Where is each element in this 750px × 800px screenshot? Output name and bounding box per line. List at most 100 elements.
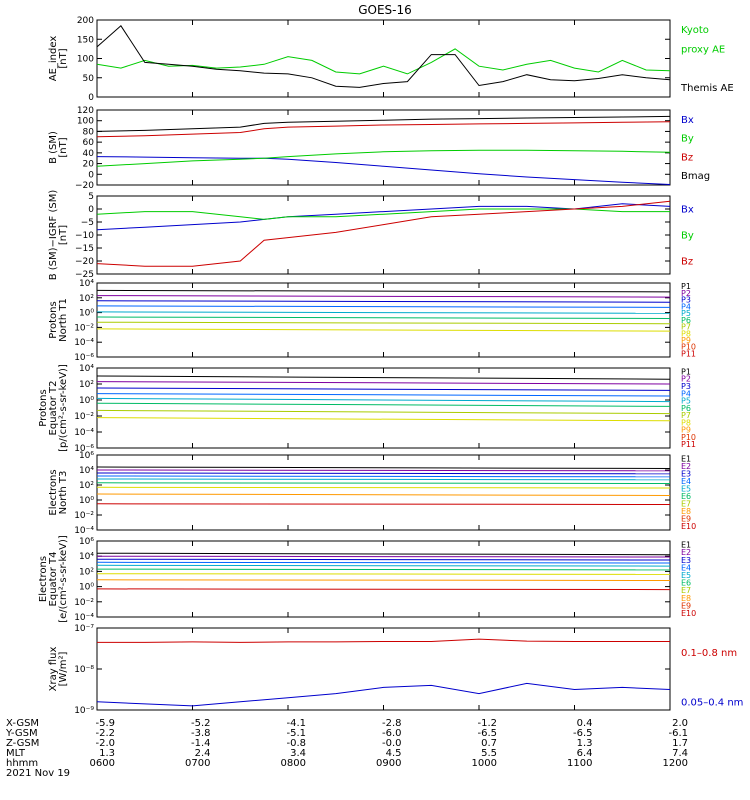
series-line <box>96 478 671 481</box>
panel-frame <box>96 540 671 618</box>
y-tick-label: 150 <box>77 35 94 45</box>
series-line <box>96 289 671 293</box>
legend-entry: E8 <box>681 507 691 516</box>
y-tick-label: 0 <box>88 205 94 215</box>
series-line <box>96 208 670 220</box>
y-tick-label: 0 <box>88 93 94 103</box>
series-line <box>96 295 671 298</box>
legend-entry: P4 <box>681 302 691 311</box>
axis-row-value: 0900 <box>376 758 401 769</box>
axis-row-value: 1100 <box>567 758 592 769</box>
axis-row-value: 1.7 <box>672 738 688 749</box>
y-tick-label: 10⁴ <box>79 466 94 476</box>
y-tick-label: −25 <box>75 270 94 280</box>
series-line <box>96 25 671 88</box>
axis-row-label: MLT <box>6 748 26 759</box>
legend-entry: Kyoto <box>681 25 709 36</box>
axis-row-value: -5.1 <box>286 728 306 739</box>
panel-4: 10⁻⁶ 10⁻⁴ 10⁻² 10⁰ 10² 10⁴ Protons North T1 P1P2… <box>48 279 696 363</box>
legend-entry: E10 <box>681 522 696 531</box>
plot-date: 2021 Nov 19 <box>6 768 70 779</box>
axis-row-value: 3.4 <box>290 748 306 759</box>
series-line <box>96 311 671 314</box>
series-line <box>96 397 671 403</box>
axis-row-value: 1.3 <box>577 738 593 749</box>
y-axis-label: [nT] <box>58 137 69 157</box>
axis-row-value: 7.4 <box>672 748 688 759</box>
legend-entry: P5 <box>681 397 691 406</box>
legend-entry: Bx <box>681 115 694 126</box>
panel-5: 10⁻⁶ 10⁻⁴ 10⁻² 10⁰ 10² 10⁴ Protons Equator T2 [p… <box>38 364 696 454</box>
legend-entry: E6 <box>681 579 691 588</box>
y-axis-label: North T3 <box>58 471 69 515</box>
y-tick-label: −20 <box>75 257 94 267</box>
y-tick-label: 10² <box>79 567 94 577</box>
axis-row-value: -6.1 <box>668 728 688 739</box>
y-tick-label: −10 <box>75 231 94 241</box>
y-axis-label: B (SM)−IGRF (SM) <box>48 190 59 281</box>
series-line <box>96 48 671 75</box>
y-axis-label: Protons <box>48 301 59 338</box>
y-tick-label: −15 <box>75 244 94 254</box>
axis-row-value: 0800 <box>281 758 306 769</box>
y-tick-label: 10⁻⁴ <box>74 428 94 438</box>
legend-entry: proxy AE <box>681 44 725 55</box>
legend-entry: E1 <box>681 455 691 464</box>
legend-entry: E3 <box>681 556 691 565</box>
legend-entry: E8 <box>681 594 691 603</box>
y-tick-label: 10⁰ <box>79 583 94 593</box>
legend-entry: E9 <box>681 515 691 524</box>
legend-entry: P9 <box>681 426 691 435</box>
y-tick-label: 10⁰ <box>79 396 94 406</box>
panel-8: 10⁻⁹ 10⁻⁸ 10⁻⁷ Xray flux [W/m²] 0.1–0.8 nm 0.0… <box>48 624 743 716</box>
y-tick-label: 10⁻⁴ <box>74 338 94 348</box>
series-line <box>96 579 671 581</box>
series-line <box>96 305 671 308</box>
y-tick-label: 60 <box>83 138 95 148</box>
series-line <box>96 328 671 332</box>
orbit-axis-table: X-GSM -5.9 -5.2 -4.1 -2.8 -1.2 0.4 2.0 Y-GSM -2.2… <box>5 718 688 779</box>
axis-row-value: 2.4 <box>195 748 211 759</box>
y-axis-label: North T1 <box>58 298 69 342</box>
y-tick-label: 10⁻⁹ <box>74 706 94 716</box>
panel-frame <box>96 282 671 358</box>
axis-row-value: -1.2 <box>477 718 497 729</box>
y-tick-label: 10⁻² <box>74 412 94 422</box>
axis-row-value: 6.4 <box>577 748 593 759</box>
y-tick-label: 5 <box>88 192 94 202</box>
legend-entry: E10 <box>681 609 696 618</box>
legend-entry: E2 <box>681 462 691 471</box>
axis-row-label: hhmm <box>6 758 38 769</box>
y-axis-label: [e/(cm²-s-sr-keV)] <box>58 535 69 623</box>
axis-row-label: Z-GSM <box>6 738 39 749</box>
legend-entry: By <box>681 134 694 145</box>
legend-entry: E1 <box>681 541 691 550</box>
panel-1: 0 50 100 150 200 AE_index [nT] Kyoto proxy AE The… <box>48 16 734 103</box>
y-tick-label: −20 <box>75 181 94 191</box>
axis-row-value: 0.7 <box>481 738 497 749</box>
y-axis-label: Equator T2 <box>48 381 59 436</box>
axis-row-value: -2.8 <box>382 718 402 729</box>
y-tick-label: 200 <box>77 16 94 26</box>
y-tick-label: 40 <box>83 149 95 159</box>
y-tick-label: 10⁰ <box>79 496 94 506</box>
legend-entry: P2 <box>681 289 691 298</box>
legend-entry: E4 <box>681 563 691 572</box>
y-tick-label: 10² <box>79 481 94 491</box>
series-line <box>96 393 671 397</box>
panel-7: 10⁻⁴ 10⁻² 10⁰ 10² 10⁴ 10⁶ Electrons Equator T4[… <box>38 535 696 623</box>
legend-entry: P9 <box>681 336 691 345</box>
y-axis-label: Xray flux <box>48 647 59 692</box>
legend-entry: E6 <box>681 492 691 501</box>
legend-entry: E4 <box>681 477 691 486</box>
y-tick-label: −5 <box>81 218 94 228</box>
legend-entry: P7 <box>681 323 691 332</box>
legend-entry: P11 <box>681 440 696 449</box>
y-tick-label: 100 <box>77 55 94 65</box>
series-line <box>96 486 671 489</box>
legend-entry: P6 <box>681 316 691 325</box>
axis-row-value: 1200 <box>663 758 688 769</box>
series-line <box>97 638 670 643</box>
